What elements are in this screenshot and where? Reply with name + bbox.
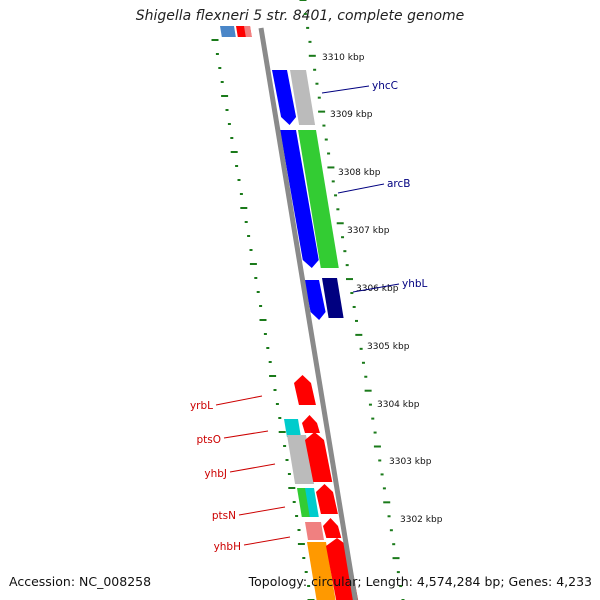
feature-yrbL-cds <box>294 375 316 405</box>
gene-leader-yhcC <box>321 85 370 94</box>
gene-leader-ptsN <box>238 506 286 516</box>
tick-label: 3309 kbp <box>330 110 373 120</box>
feature-arcB-cds <box>280 130 319 268</box>
gene-label-yhbH: yhbH <box>214 541 241 553</box>
tick-label: 3308 kbp <box>338 168 381 178</box>
feature-ptsN-cds <box>316 484 338 514</box>
tick-labels: 3310 kbp 3309 kbp 3308 kbp 3307 kbp 3306 kbp… <box>322 53 443 525</box>
feature-yhbJ-cds <box>305 432 333 482</box>
tick-label: 3302 kbp <box>400 515 443 525</box>
gene-leader-ptsO <box>223 430 269 439</box>
gene-leader-yhbH <box>243 536 291 546</box>
feature-ptsO-cyan <box>284 419 301 437</box>
feature-bottom-orange <box>307 542 336 600</box>
gene-label-yrbL: yrbL <box>190 400 213 412</box>
tick-label: 3304 kbp <box>377 400 420 410</box>
feature-arcB-green <box>298 130 339 268</box>
gene-label-ptsO: ptsO <box>196 434 221 446</box>
gene-label-arcB: arcB <box>387 178 411 190</box>
feature-yhbL-navy <box>322 278 344 318</box>
summary-text: Topology: circular; Length: 4,574,284 bp… <box>248 574 592 589</box>
gene-leader-yhbJ <box>229 463 276 473</box>
gene-labels: yhcC arcB yhbL yrbL ptsO yhbJ ptsN yhbH <box>190 80 428 553</box>
feature-bottom-red <box>326 538 359 600</box>
tick-label: 3307 kbp <box>347 226 390 236</box>
gene-leader-yhbL <box>352 283 400 293</box>
gene-leader-arcB <box>337 183 385 194</box>
gene-label-ptsN: ptsN <box>212 510 236 522</box>
feature-ptsO-cds <box>302 415 320 433</box>
gene-leader-yrbL <box>215 395 263 406</box>
feature-ptsN-cyan <box>305 488 319 517</box>
tick-label: 3310 kbp <box>322 53 365 63</box>
outer-tick-ring <box>299 0 405 600</box>
feature-yhcC-cds <box>272 70 297 125</box>
accession-text: Accession: NC_008258 <box>9 574 152 589</box>
gene-label-yhcC: yhcC <box>372 80 398 92</box>
feature-yhbL-cds <box>304 280 326 320</box>
gene-label-yhbJ: yhbJ <box>204 468 227 480</box>
tick-label: 3303 kbp <box>389 457 432 467</box>
feature-yhbH-cds <box>323 518 342 538</box>
backbone <box>258 27 358 600</box>
tick-label: 3306 kbp <box>356 284 399 294</box>
gene-label-yhbL: yhbL <box>402 278 428 290</box>
feature-yhbH-pink <box>305 522 324 540</box>
feature-ptsN-green <box>297 488 311 517</box>
feature-top-pink <box>244 26 252 37</box>
map-title: Shigella flexneri 5 str. 8401, complete … <box>135 8 465 24</box>
feature-layer <box>220 26 359 600</box>
feature-top-left-blue <box>220 26 236 37</box>
feature-yhcC-gray <box>290 70 316 125</box>
inner-tick-ring <box>211 39 315 600</box>
tick-label: 3305 kbp <box>367 342 410 352</box>
